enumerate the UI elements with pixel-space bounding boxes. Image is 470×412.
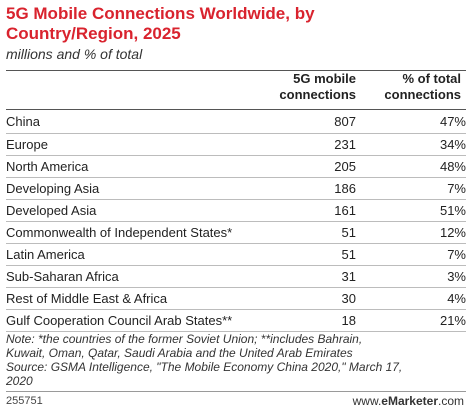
footer-rule [6,391,466,392]
connections-value-cell: 807 [246,111,356,134]
share-value-cell: 34% [356,133,466,156]
column-header-share-line1: % of total [402,71,462,86]
brand-logo: www.eMarketer.com [353,394,464,408]
share-value-cell: 12% [356,221,466,244]
share-value-cell: 51% [356,199,466,222]
note-line: Kuwait, Oman, Qatar, Saudi Arabia and th… [6,346,353,360]
share-value-cell: 3% [356,265,466,288]
chart-title: 5G Mobile Connections Worldwide, by Coun… [6,4,315,43]
chart-note: Note: *the countries of the former Sovie… [6,332,466,388]
column-header-share: % of total connections [356,71,461,103]
column-header-connections-line1: 5G mobile [293,71,356,86]
connections-value-cell: 231 [246,133,356,156]
connections-value-cell: 161 [246,199,356,222]
table-row: Latin America 51 7% [6,243,466,266]
brand-suffix: .com [437,394,464,408]
region-name-cell: China [6,111,246,134]
connections-value-cell: 205 [246,155,356,178]
data-table-body: China 807 47% Europe 231 34% North America 205 4… [6,111,466,332]
table-row: North America 205 48% [6,155,466,178]
region-name-cell: Gulf Cooperation Council Arab States** [6,309,246,332]
connections-value-cell: 31 [246,265,356,288]
connections-value-cell: 51 [246,221,356,244]
column-header-connections-line2: connections [279,87,356,102]
connections-value-cell: 18 [246,309,356,332]
connections-value-cell: 51 [246,243,356,266]
source-line: 2020 [6,374,33,388]
table-row: Europe 231 34% [6,133,466,156]
table-row: Developed Asia 161 51% [6,199,466,222]
region-name-cell: Commonwealth of Independent States* [6,221,246,244]
region-name-cell: North America [6,155,246,178]
header-top-rule [6,70,466,71]
chart-id: 255751 [6,395,43,407]
header-bottom-rule [6,109,466,110]
column-header-connections: 5G mobile connections [256,71,356,103]
brand-prefix: www. [352,394,382,408]
share-value-cell: 4% [356,287,466,310]
region-name-cell: Latin America [6,243,246,266]
share-value-cell: 48% [356,155,466,178]
region-name-cell: Rest of Middle East & Africa [6,287,246,310]
brand-name: eMarketer [381,394,438,408]
chart-subtitle: millions and % of total [6,46,143,62]
table-row: Developing Asia 186 7% [6,177,466,200]
data-table: China 807 47% Europe 231 34% North America 205 4… [6,111,466,332]
region-name-cell: Europe [6,133,246,156]
table-row: Rest of Middle East & Africa 30 4% [6,287,466,310]
region-name-cell: Developed Asia [6,199,246,222]
share-value-cell: 7% [356,243,466,266]
note-line: Note: *the countries of the former Sovie… [6,332,363,346]
source-line: Source: GSMA Intelligence, "The Mobile E… [6,360,403,374]
share-value-cell: 47% [356,111,466,134]
table-row: Commonwealth of Independent States* 51 12% [6,221,466,244]
table-row: China 807 47% [6,111,466,134]
table-row: Sub-Saharan Africa 31 3% [6,265,466,288]
connections-value-cell: 30 [246,287,356,310]
share-value-cell: 7% [356,177,466,200]
region-name-cell: Sub-Saharan Africa [6,265,246,288]
region-name-cell: Developing Asia [6,177,246,200]
column-header-share-line2: connections [384,87,461,102]
connections-value-cell: 186 [246,177,356,200]
table-row: Gulf Cooperation Council Arab States** 18… [6,309,466,332]
share-value-cell: 21% [356,309,466,332]
